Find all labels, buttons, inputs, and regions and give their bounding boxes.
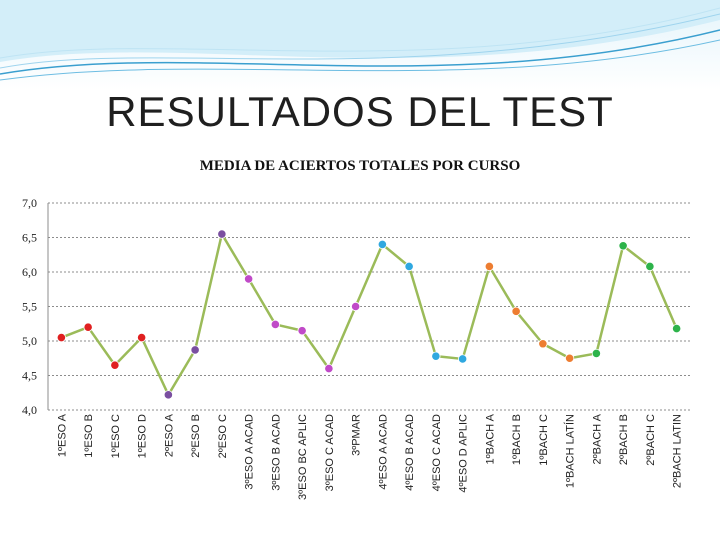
y-tick-label: 5,0 (22, 334, 37, 348)
x-tick-label: 1ºESO B (83, 414, 95, 458)
data-point (618, 241, 628, 251)
data-point (538, 339, 548, 349)
x-tick-label: 3ºESO B ACAD (270, 414, 282, 491)
x-tick-label: 1ºESO D (137, 414, 149, 458)
x-tick-label: 4ºESO B ACAD (404, 414, 416, 491)
data-point (484, 261, 494, 272)
data-point (244, 274, 254, 284)
x-tick-label: 4ºESO C ACAD (431, 414, 443, 491)
data-point (351, 301, 361, 312)
x-tick-label: 1ºESO A (56, 413, 68, 457)
data-point (324, 363, 334, 374)
data-point (270, 319, 280, 330)
data-point (431, 351, 441, 361)
x-tick-label: 1ºBACH A (484, 413, 496, 464)
data-point (297, 326, 307, 336)
x-tick-label: 3ºESO A ACAD (244, 414, 256, 490)
x-tick-label: 2ºBACH LATIN (672, 414, 684, 488)
x-tick-label: 2ºBACH C (645, 414, 657, 466)
x-tick-label: 2ºBACH B (618, 414, 630, 465)
y-tick-label: 7,0 (22, 196, 37, 210)
data-point (190, 345, 200, 355)
x-tick-label: 4ºESO D APLIC (458, 414, 470, 493)
data-point (591, 348, 601, 359)
x-tick-label: 1ºESO C (110, 414, 122, 458)
data-point (83, 322, 93, 332)
data-point (511, 306, 521, 316)
data-point (565, 353, 575, 363)
x-tick-label: 4ºESO A ACAD (377, 414, 389, 490)
y-tick-label: 5,5 (22, 300, 37, 314)
data-point (645, 261, 655, 272)
x-tick-label: 2ºESO A (163, 413, 175, 457)
x-tick-label: 1ºBACH C (538, 414, 550, 466)
data-point (56, 332, 66, 343)
series-line (60, 232, 678, 397)
x-tick-label: 2ºESO B (190, 414, 202, 458)
data-point (110, 360, 120, 370)
x-tick-label: 3ºESO BC APLIC (297, 414, 309, 500)
y-tick-label: 6,0 (22, 265, 37, 279)
data-point (458, 354, 468, 364)
x-tick-label: 2ºESO C (217, 414, 229, 458)
y-tick-label: 4,5 (22, 369, 37, 383)
data-point (404, 261, 414, 272)
data-point (672, 323, 682, 334)
chart-title: MEDIA DE ACIERTOS TOTALES POR CURSO (199, 158, 521, 174)
header-wave-band (0, 0, 720, 90)
data-point (163, 390, 173, 400)
x-tick-label: 1ºBACH LATÍN (564, 414, 577, 488)
x-tick-label: 2ºBACH A (591, 413, 603, 464)
x-tick-label: 1ºBACH B (511, 414, 523, 465)
y-tick-label: 6,5 (22, 231, 37, 245)
data-point (377, 239, 387, 249)
data-point (137, 332, 147, 343)
x-tick-label: 3ºESO C ACAD (324, 414, 336, 491)
data-point (217, 229, 227, 239)
slide-title: RESULTADOS DEL TEST (106, 88, 614, 135)
y-tick-label: 4,0 (22, 403, 37, 417)
x-tick-label: 3ºPMAR (351, 414, 363, 456)
